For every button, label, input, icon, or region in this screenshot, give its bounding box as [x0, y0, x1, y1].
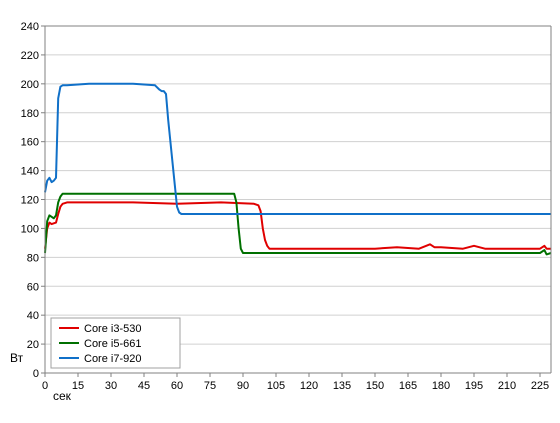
y-tick-label: 0: [33, 368, 39, 380]
legend-entry: Core i7-920: [84, 353, 141, 365]
x-tick-label: 15: [72, 380, 84, 392]
y-tick-labels: 0 20 40 60 80 100 120 140 160 180 200 220 240: [21, 21, 45, 380]
y-tick-label: 100: [21, 223, 39, 235]
y-tick-label: 120: [21, 195, 39, 207]
y-tick-label: 80: [27, 252, 39, 264]
x-tick-label: 45: [138, 380, 150, 392]
grid-lines: [45, 25, 551, 345]
legend-entry: Core i3-530: [84, 323, 141, 335]
series-line: [44, 192, 552, 256]
y-tick-label: 180: [21, 108, 39, 120]
y-tick-label: 40: [27, 310, 39, 322]
y-tick-label: 220: [21, 50, 39, 62]
y-tick-label: 240: [21, 21, 39, 33]
x-tick-label: 105: [267, 380, 285, 392]
series-line: [44, 201, 551, 250]
x-tick-label: 90: [237, 380, 249, 392]
legend: Core i3-530 Core i5-661 Core i7-920: [50, 317, 181, 369]
x-tick-label: 60: [171, 380, 183, 392]
y-tick-label: 160: [21, 137, 39, 149]
x-tick-label: 210: [498, 380, 516, 392]
x-tick-label: 195: [465, 380, 483, 392]
x-tick-labels: 0 15 30 45 60 75 90 105 120 135 150 165 180 195 210 225: [42, 373, 549, 392]
legend-entry: Core i5-661: [84, 338, 141, 350]
x-tick-label: 225: [531, 380, 549, 392]
x-axis-title: сек: [53, 389, 72, 403]
x-tick-label: 165: [399, 380, 417, 392]
series-line: [44, 82, 551, 215]
x-tick-label: 135: [333, 380, 351, 392]
y-tick-label: 20: [27, 339, 39, 351]
y-tick-label: 60: [27, 281, 39, 293]
x-tick-label: 180: [432, 380, 450, 392]
y-axis-title: Вт: [10, 351, 24, 365]
y-tick-label: 140: [21, 166, 39, 178]
x-tick-label: 0: [42, 380, 48, 392]
x-tick-label: 150: [366, 380, 384, 392]
x-tick-label: 30: [105, 380, 117, 392]
y-tick-label: 200: [21, 79, 39, 91]
x-tick-label: 75: [204, 380, 216, 392]
series-lines: [44, 82, 552, 256]
x-tick-label: 120: [300, 380, 318, 392]
